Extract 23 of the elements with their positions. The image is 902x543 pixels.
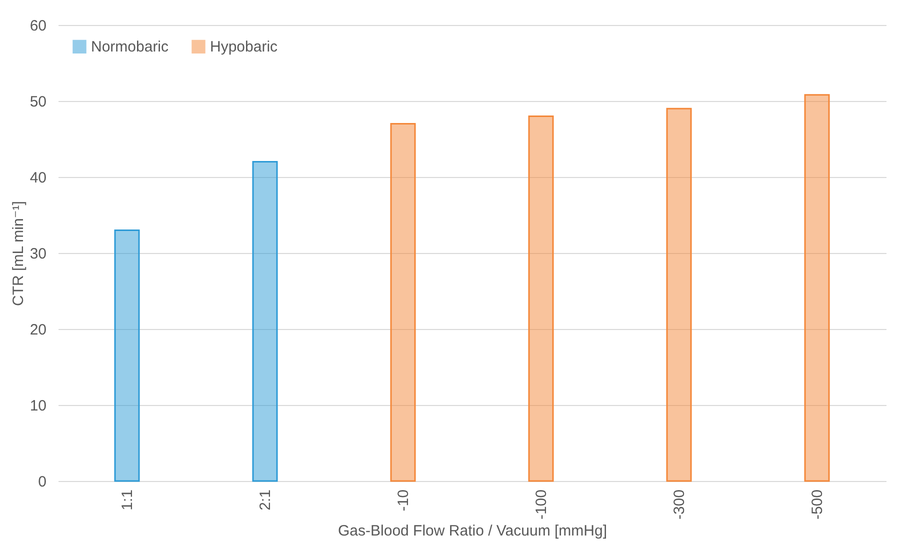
x-tick-label: -500 xyxy=(809,490,826,520)
y-tick-label: 60 xyxy=(30,18,46,34)
x-tick-label: -10 xyxy=(395,490,412,512)
x-tick-label: 2:1 xyxy=(257,490,274,510)
y-tick-label: 40 xyxy=(30,170,46,186)
y-tick-label: 50 xyxy=(30,94,46,110)
bar xyxy=(390,123,416,482)
y-axis-title: CTR [mL min⁻¹] xyxy=(10,201,27,306)
x-tick-label: -300 xyxy=(671,490,688,520)
x-axis-title: Gas-Blood Flow Ratio / Vacuum [mmHg] xyxy=(338,522,607,540)
x-tick-label: -100 xyxy=(533,490,550,520)
legend-label: Normobaric xyxy=(91,38,170,56)
bar xyxy=(114,229,140,482)
bar xyxy=(528,115,554,482)
x-tick-label: 1:1 xyxy=(119,490,136,510)
y-tick-label: 10 xyxy=(30,398,46,414)
y-tick-label: 30 xyxy=(30,246,46,262)
y-tick-label: 0 xyxy=(38,474,46,490)
bar xyxy=(666,108,692,482)
bar xyxy=(804,94,830,482)
y-tick-label: 20 xyxy=(30,322,46,338)
bar xyxy=(252,161,278,482)
legend-label: Hypobaric xyxy=(210,38,278,56)
